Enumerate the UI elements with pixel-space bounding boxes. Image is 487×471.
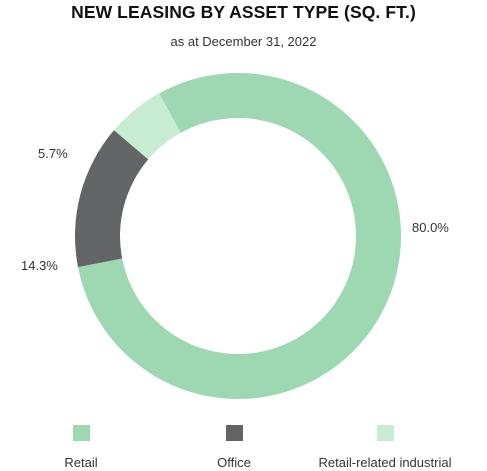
chart-title: NEW LEASING BY ASSET TYPE (SQ. FT.) — [71, 2, 416, 22]
donut-chart: 80.0% 14.3% 5.7% — [21, 73, 449, 399]
slice-label-retail: 80.0% — [412, 220, 449, 235]
legend-label-office: Office — [217, 455, 251, 470]
legend-label-retail-related-industrial: Retail-related industrial — [318, 455, 452, 470]
donut-slice-retail-related-industrial — [114, 93, 181, 160]
legend-swatch-retail — [73, 425, 90, 441]
slice-label-office: 14.3% — [21, 258, 58, 273]
slice-label-retail-related-industrial: 5.7% — [38, 146, 68, 161]
donut-slices — [75, 73, 402, 399]
legend-swatch-retail-related-industrial — [377, 425, 394, 441]
chart-subtitle: as at December 31, 2022 — [170, 34, 317, 49]
legend-swatch-office — [226, 425, 243, 441]
donut-slice-office — [75, 130, 149, 268]
legend-label-retail: Retail — [64, 455, 98, 470]
